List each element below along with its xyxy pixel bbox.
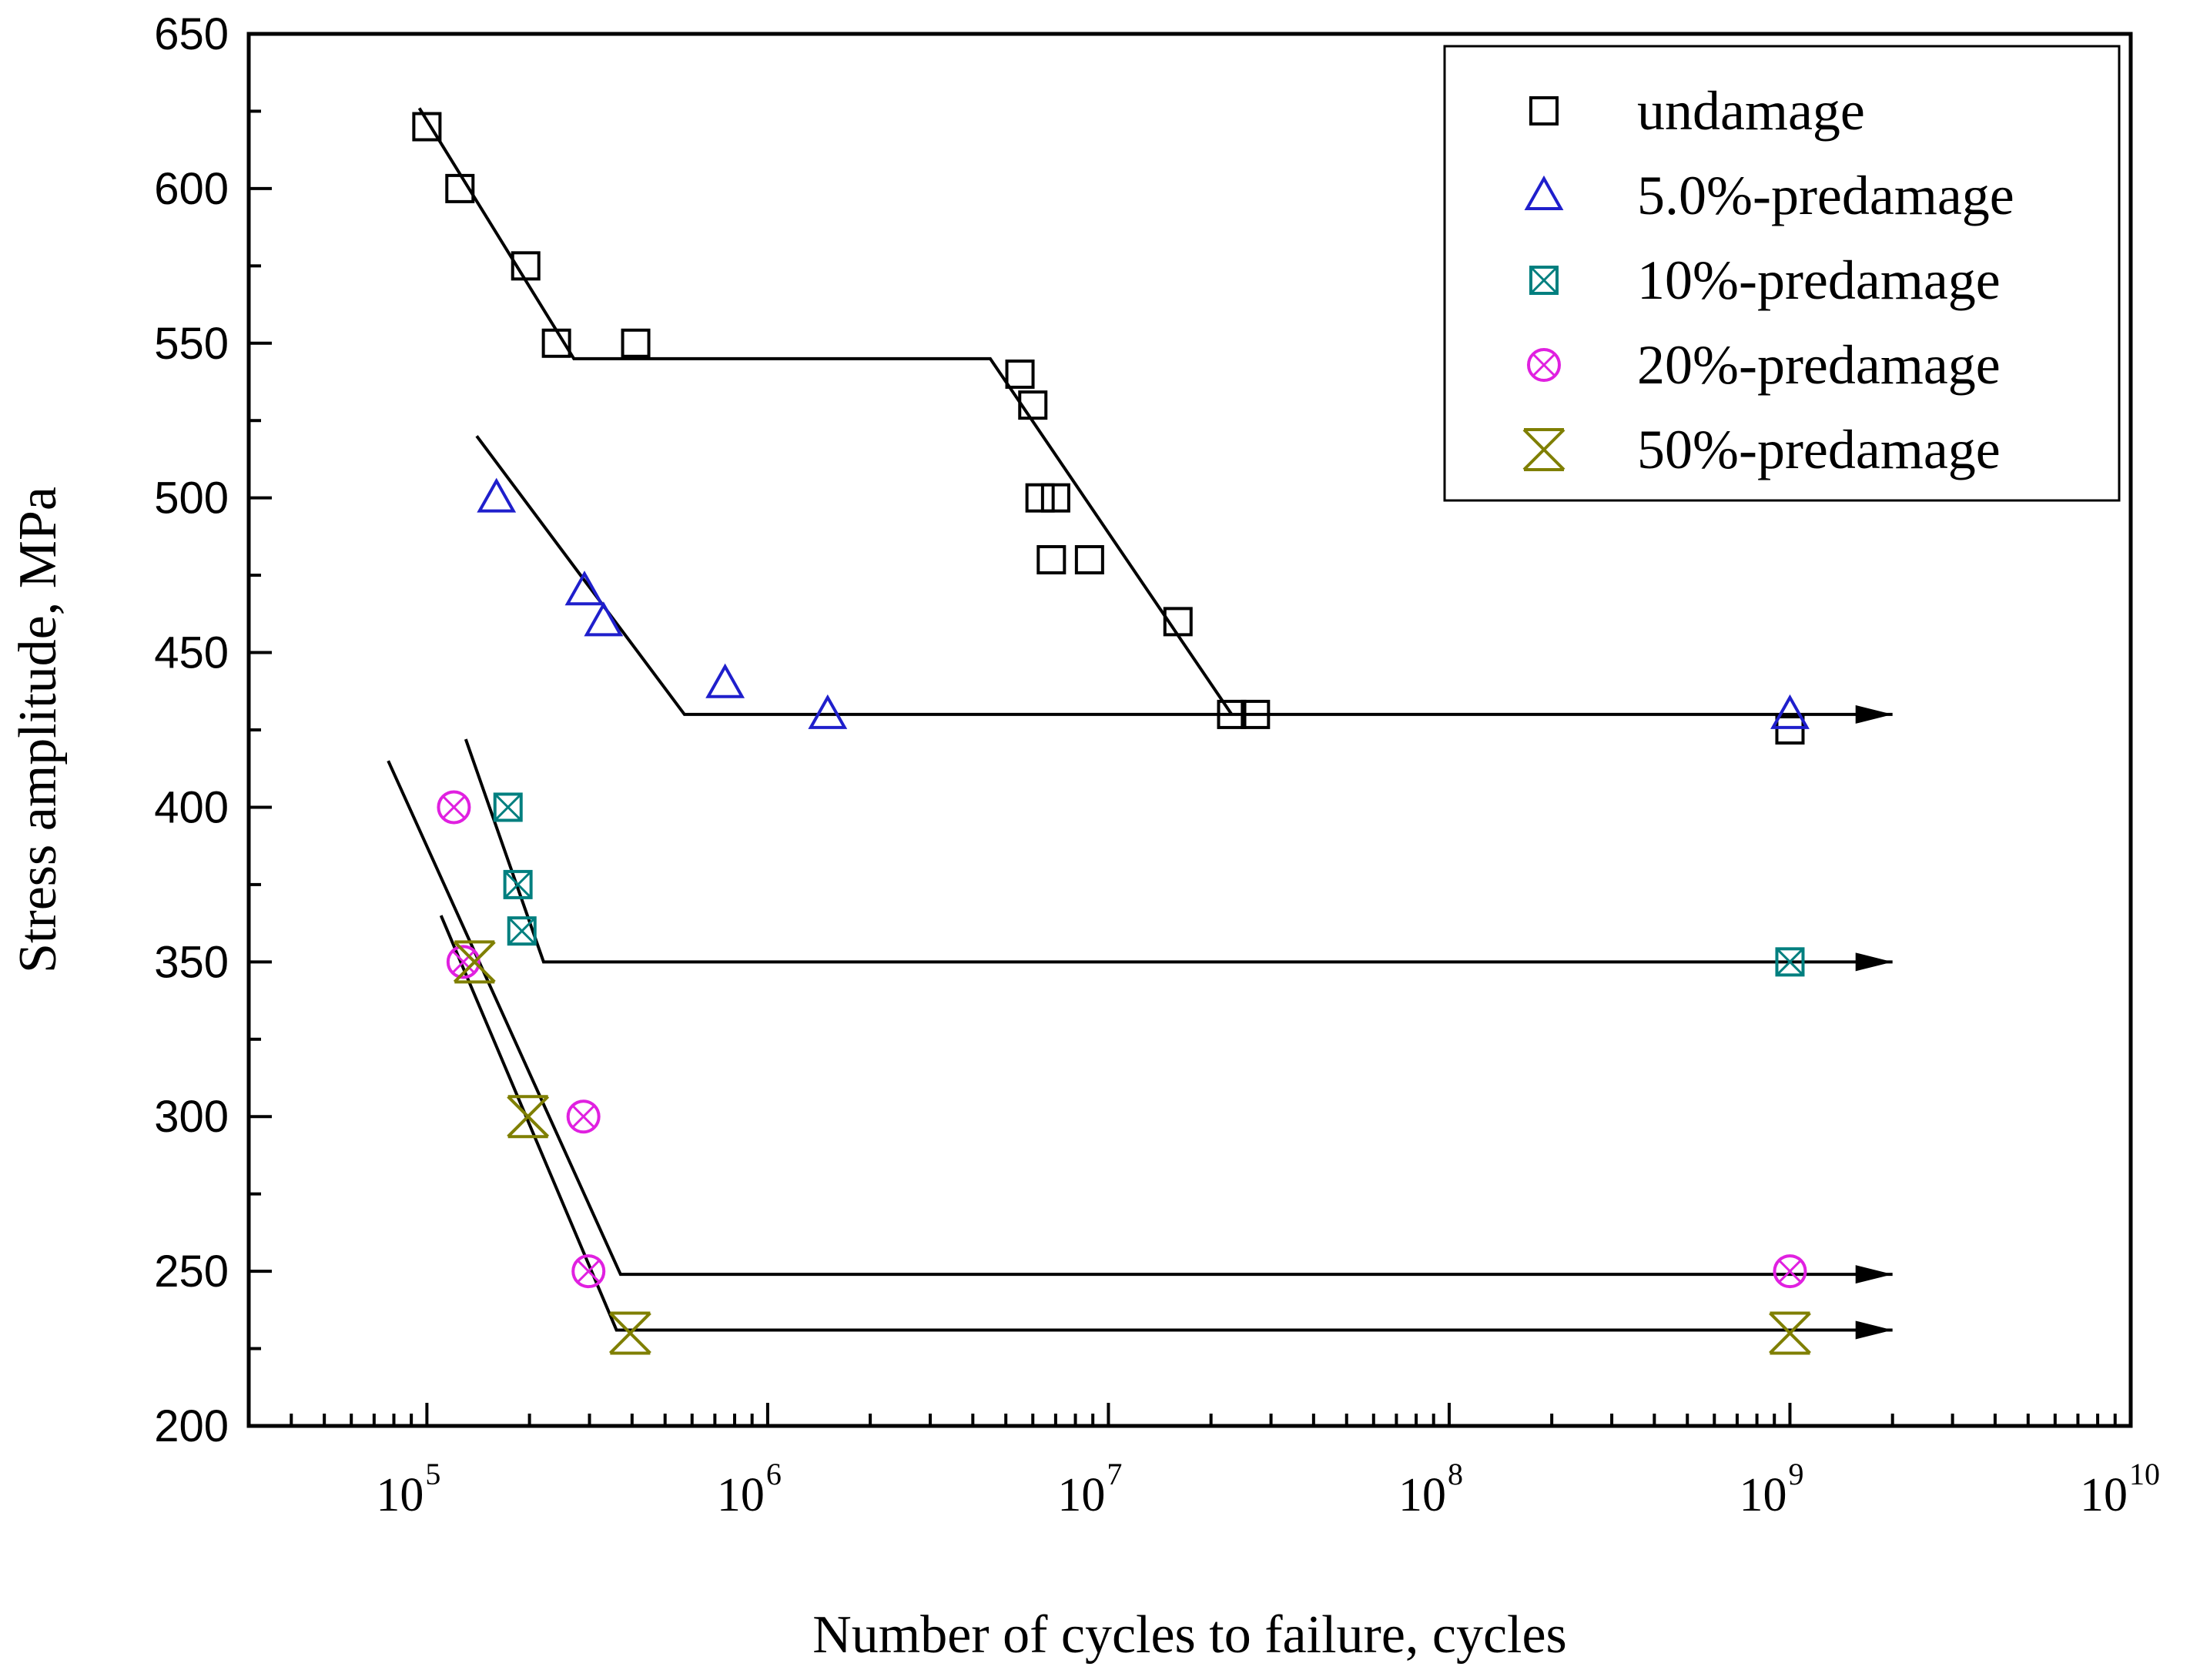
data-point: [446, 945, 481, 979]
x-tick-label: 10: [1057, 1469, 1105, 1521]
data-point: [621, 328, 651, 358]
y-tick-label: 450: [154, 628, 229, 678]
x-tick-exponent: 8: [1448, 1457, 1463, 1491]
x-tick-exponent: 7: [1107, 1457, 1122, 1491]
data-point: [437, 790, 471, 825]
x-tick-exponent: 9: [1788, 1457, 1803, 1491]
data-point: [1040, 483, 1070, 513]
data-point: [507, 916, 537, 946]
data-point: [566, 1099, 601, 1134]
x-tick-label: 10: [376, 1469, 424, 1521]
legend-label: 5.0%-predamage: [1637, 165, 2014, 226]
y-tick-label: 600: [154, 164, 229, 214]
y-tick-labels: 200 250 300 350 400 450 500 550 600 650: [154, 9, 229, 1451]
legend-label: 10%-predamage: [1637, 249, 2001, 311]
legend-marker: [1527, 348, 1561, 382]
arrow-head: [1855, 952, 1893, 972]
y-tick-label: 400: [154, 782, 229, 832]
legend-item: 10%-predamage: [1529, 249, 2001, 311]
y-tick-label: 550: [154, 319, 229, 369]
y-tick-label: 500: [154, 474, 229, 524]
data-point: [507, 1095, 550, 1139]
legend-label: 50%-predamage: [1637, 419, 2001, 480]
y-axis-title: Stress amplitude, MPa: [8, 487, 68, 973]
legend-marker: [1522, 428, 1565, 471]
x-tick-label: 10: [1398, 1469, 1446, 1521]
data-point: [1163, 607, 1193, 637]
y-tick-label: 350: [154, 937, 229, 987]
data-point: [1018, 390, 1048, 420]
legend-item: 5.0%-predamage: [1524, 165, 2014, 226]
y-tick-label: 200: [154, 1401, 229, 1451]
legend-marker: [1529, 266, 1559, 295]
data-point: [1025, 483, 1055, 513]
x-axis-title: Number of cycles to failure, cycles: [812, 1605, 1567, 1665]
data-point: [1241, 699, 1271, 729]
x-tick-label: 10: [2080, 1469, 2128, 1521]
arrow-head: [1855, 704, 1893, 724]
data-point: [571, 1254, 606, 1289]
data-point: [1769, 1311, 1811, 1355]
fit-line: [475, 435, 1893, 716]
data-point: [503, 869, 533, 899]
x-tick-exponent: 6: [766, 1457, 782, 1491]
legend-label: undamage: [1637, 80, 1865, 142]
x-tick-labels: 10 5 10 6 10 7 10 8 10 9 10 10: [376, 1457, 2160, 1521]
legend-marker: [1529, 96, 1559, 125]
x-tick-exponent: 10: [2129, 1457, 2160, 1491]
data-point: [412, 112, 442, 142]
arrow-head: [1855, 1320, 1893, 1340]
legend-item: undamage: [1529, 80, 1865, 142]
data-point: [1770, 694, 1810, 729]
data-point: [541, 328, 571, 358]
data-point: [1217, 699, 1247, 729]
legend-item: 20%-predamage: [1527, 334, 2001, 396]
data-point: [1074, 545, 1104, 575]
x-tick-label: 10: [1739, 1469, 1786, 1521]
fit-lines: [387, 107, 1893, 1340]
data-point: [493, 792, 523, 822]
x-tick-label: 10: [717, 1469, 765, 1521]
data-point: [705, 663, 745, 698]
data-point: [608, 1311, 651, 1355]
data-point: [584, 601, 624, 637]
data-point: [564, 571, 604, 606]
axis-ticks: [247, 32, 2132, 1427]
data-point: [1036, 545, 1067, 575]
legend-item: 50%-predamage: [1522, 419, 2001, 480]
y-tick-label: 650: [154, 9, 229, 59]
fit-line: [439, 915, 1893, 1332]
x-tick-exponent: 5: [425, 1457, 440, 1491]
data-markers: [412, 112, 1811, 1355]
data-point: [808, 694, 848, 729]
fit-line: [417, 107, 1234, 716]
legend-marker: [1524, 175, 1564, 210]
data-point: [445, 173, 475, 203]
data-point: [1775, 715, 1805, 745]
legend-label: 20%-predamage: [1637, 334, 2001, 396]
data-point: [511, 251, 541, 281]
data-point: [1773, 1254, 1807, 1289]
arrow-head: [1855, 1265, 1893, 1284]
fit-line: [464, 738, 1893, 964]
legend: undamage 5.0%-predamage 10%-predamage 20%-p…: [1522, 80, 2014, 480]
y-tick-label: 300: [154, 1092, 229, 1142]
fit-line: [387, 760, 1893, 1277]
data-point: [477, 477, 517, 513]
y-tick-label: 250: [154, 1247, 229, 1297]
data-point: [1775, 947, 1805, 977]
data-point: [453, 940, 496, 984]
data-point: [1005, 359, 1035, 389]
